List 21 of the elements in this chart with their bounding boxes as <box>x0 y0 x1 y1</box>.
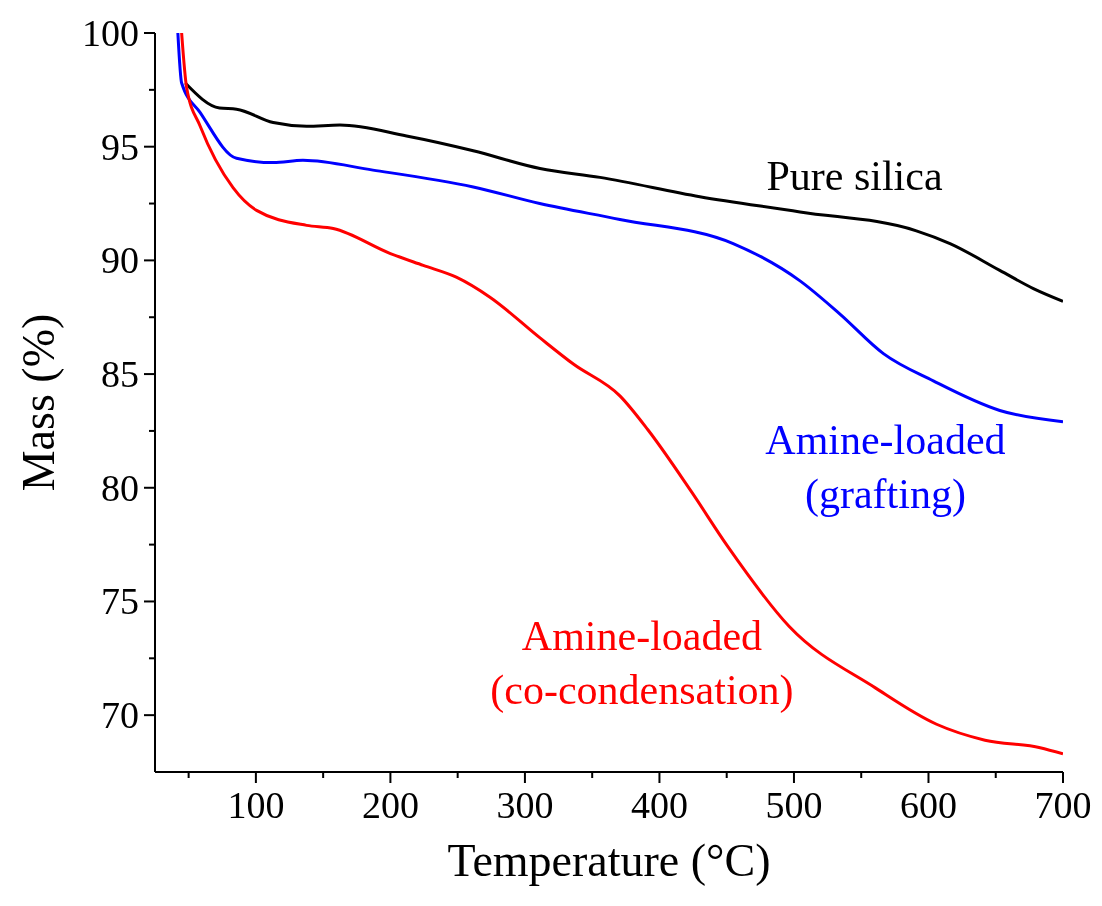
x-tick-label: 500 <box>765 784 823 826</box>
y-tick-label: 80 <box>101 466 139 509</box>
x-tick-label: 600 <box>899 784 957 826</box>
line-series <box>180 33 1063 756</box>
y-tick-label: 85 <box>101 353 139 396</box>
y-tick-label: 90 <box>101 239 139 282</box>
y-tick-label: 70 <box>101 694 139 737</box>
x-tick-label: 700 <box>1034 784 1092 826</box>
y-tick-label: 95 <box>101 125 139 168</box>
x-tick-label: 200 <box>361 784 419 826</box>
x-tick-label: 400 <box>630 784 688 826</box>
x-tick-label: 300 <box>496 784 554 826</box>
series-label: Amine-loaded (co-condensation) <box>490 612 794 714</box>
y-axis-title: Mass (%) <box>13 313 65 492</box>
line-series <box>176 33 1063 424</box>
y-tick-label: 75 <box>101 580 139 623</box>
y-tick-label: 100 <box>82 12 139 54</box>
series-label: Amine-loaded (grafting) <box>765 417 1006 519</box>
series-label: Pure silica <box>766 153 943 200</box>
x-axis-title: Temperature (°C) <box>447 835 771 886</box>
x-tick-label: 100 <box>227 784 285 826</box>
